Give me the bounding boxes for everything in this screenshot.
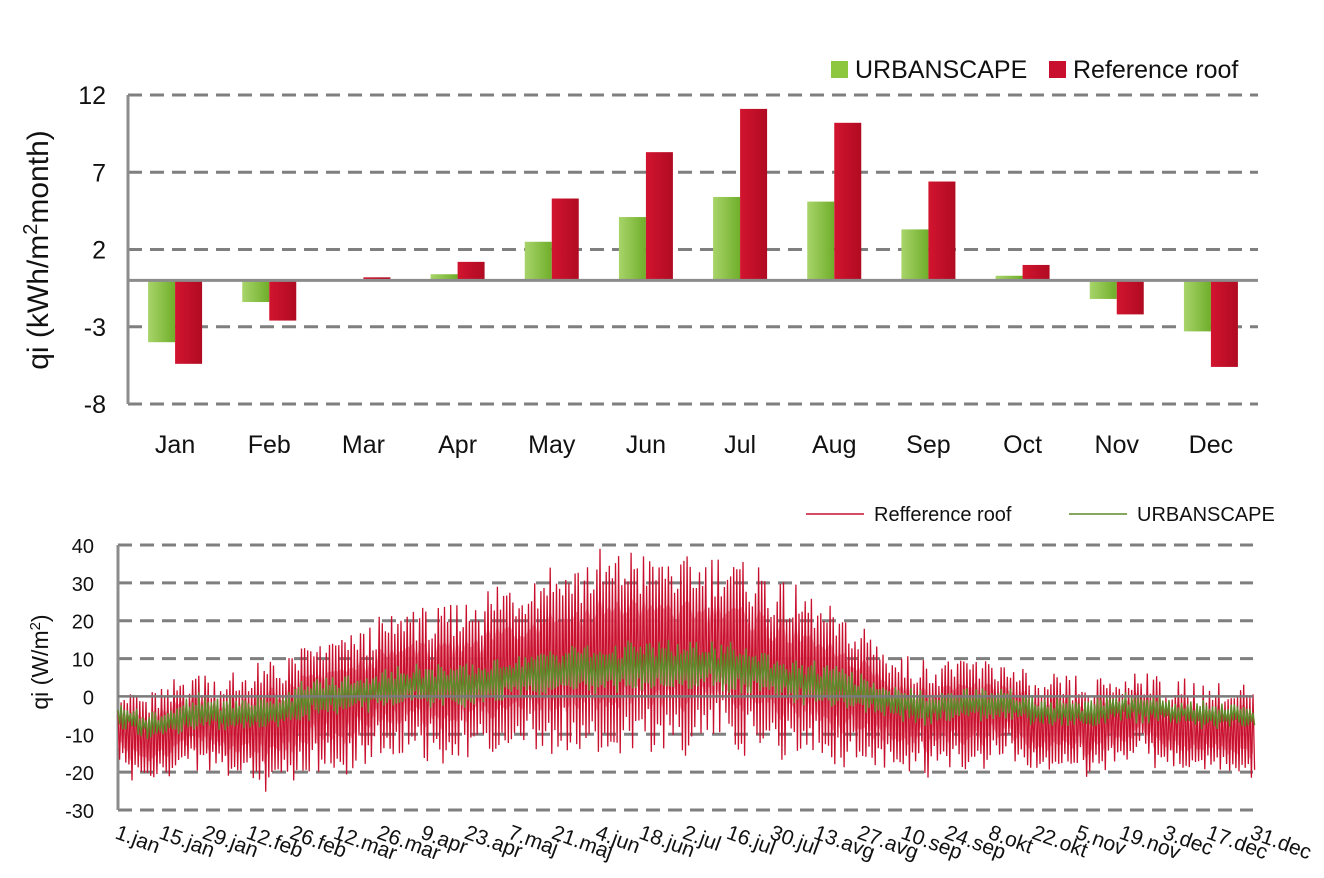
bar-reference-roof-oct [1022,264,1050,281]
x-tick-label-aug: Aug [812,431,856,459]
bar-chart-gridlines [128,93,1258,406]
bar-reference-roof-feb [269,280,297,321]
series-line-urbanscape [117,640,1256,740]
bar-chart-y-axis-label: qi (kWh/m2month) [20,130,55,370]
y-tick-label-0: 0 [83,687,94,709]
bar-urbanscape-feb [242,280,270,303]
bar-chart-y-tick-labels: 12 7 2 -3 -8 [78,82,106,419]
y-tick-label-30: -30 [65,801,94,823]
y-tick-label-12: 12 [78,82,106,110]
x-tick-label-jun: Jun [626,431,666,459]
x-tick-label-feb: Feb [248,431,291,459]
bar-chart-bars [148,108,1238,367]
x-tick-label-may: May [528,431,576,459]
bar-urbanscape-jan [148,280,176,343]
y-axis-label-text: qi (kWh/m [22,235,55,370]
bar-urbanscape-aug [807,201,835,281]
bar-urbanscape-jun [618,217,646,281]
bar-chart-x-tick-labels: Jan Feb Mar Apr May Jun Jul Aug Sep Oct Nov Dec [155,431,1233,459]
x-tick-label-nov: Nov [1095,431,1140,459]
x-tick-label-sep: Sep [906,431,950,459]
y-tick-label-10: -10 [65,725,94,747]
y-tick-label-20: 20 [72,612,94,634]
bar-reference-roof-may [551,198,579,281]
line-chart-y-axis-label: qi (W/m2) [27,614,54,709]
line-chart-x-tick-labels: 1.jan15.jan29.jan12.feb26.feb12.mar26.ma… [112,821,1314,865]
y-tick-label-40: 40 [72,536,94,558]
bar-reference-roof-jan [175,280,203,364]
bar-urbanscape-oct [995,275,1023,281]
bar-urbanscape-may [524,241,552,281]
legend-label-urbanscape: URBANSCAPE [855,56,1027,84]
bar-reference-roof-aug [834,122,862,281]
y-axis-label-tail: ) [27,614,53,622]
y-axis-label-superscript: 2 [27,622,44,630]
bar-urbanscape-nov [1089,280,1117,299]
legend-swatch-reference-roof [1049,61,1066,78]
line-chart-series [117,548,1256,792]
bar-reference-roof-apr [457,261,485,281]
legend-swatch-urbanscape [831,61,848,78]
bar-reference-roof-nov [1116,280,1144,315]
line-chart-legend: Refference roof URBANSCAPE [806,504,1275,526]
y-tick-label-20: -20 [65,763,94,785]
bar-urbanscape-apr [430,274,458,281]
y-tick-label-8: -8 [84,391,106,419]
legend-label-refference-roof: Refference roof [874,504,1012,526]
x-tick-label-jan: Jan [155,431,195,459]
x-tick-label-mar: Mar [342,431,385,459]
bar-reference-roof-mar [363,277,391,281]
x-tick-label-dec: Dec [1189,431,1233,459]
y-axis-label-text: qi (W/m [27,630,53,709]
y-tick-label-3: -3 [84,314,106,342]
x-tick-label-jul: Jul [724,431,756,459]
x-tick-label-apr: Apr [438,431,477,459]
y-tick-label-30: 30 [72,574,94,596]
monthly-bar-chart: 12 7 2 -3 -8 Jan Feb Mar Apr May Jun Jul Aug Sep Oct N… [20,56,1258,459]
bar-urbanscape-dec [1183,280,1211,332]
y-axis-label-tail: month) [22,130,55,223]
bar-reference-roof-jun [645,152,673,281]
legend-label-urbanscape: URBANSCAPE [1137,504,1275,526]
bar-reference-roof-dec [1210,280,1238,367]
y-axis-label-superscript: 2 [20,224,42,235]
legend-label-reference-roof: Reference roof [1073,56,1238,84]
y-tick-label-10: 10 [72,650,94,672]
daily-line-chart: 40 30 20 10 0 -10 -20 -30 1.jan15.jan29.jan12.f… [27,504,1315,865]
y-tick-label-2: 2 [92,237,106,265]
bar-urbanscape-jul [713,196,741,281]
bar-reference-roof-sep [928,181,956,281]
x-tick-label-1-jan: 1.jan [112,821,163,858]
line-chart-y-tick-labels: 40 30 20 10 0 -10 -20 -30 [65,536,94,823]
bar-reference-roof-jul [740,108,768,281]
bar-chart-legend: URBANSCAPE Reference roof [831,56,1238,84]
y-tick-label-7: 7 [92,159,106,187]
x-tick-label-oct: Oct [1003,431,1042,459]
bar-urbanscape-sep [901,229,929,281]
